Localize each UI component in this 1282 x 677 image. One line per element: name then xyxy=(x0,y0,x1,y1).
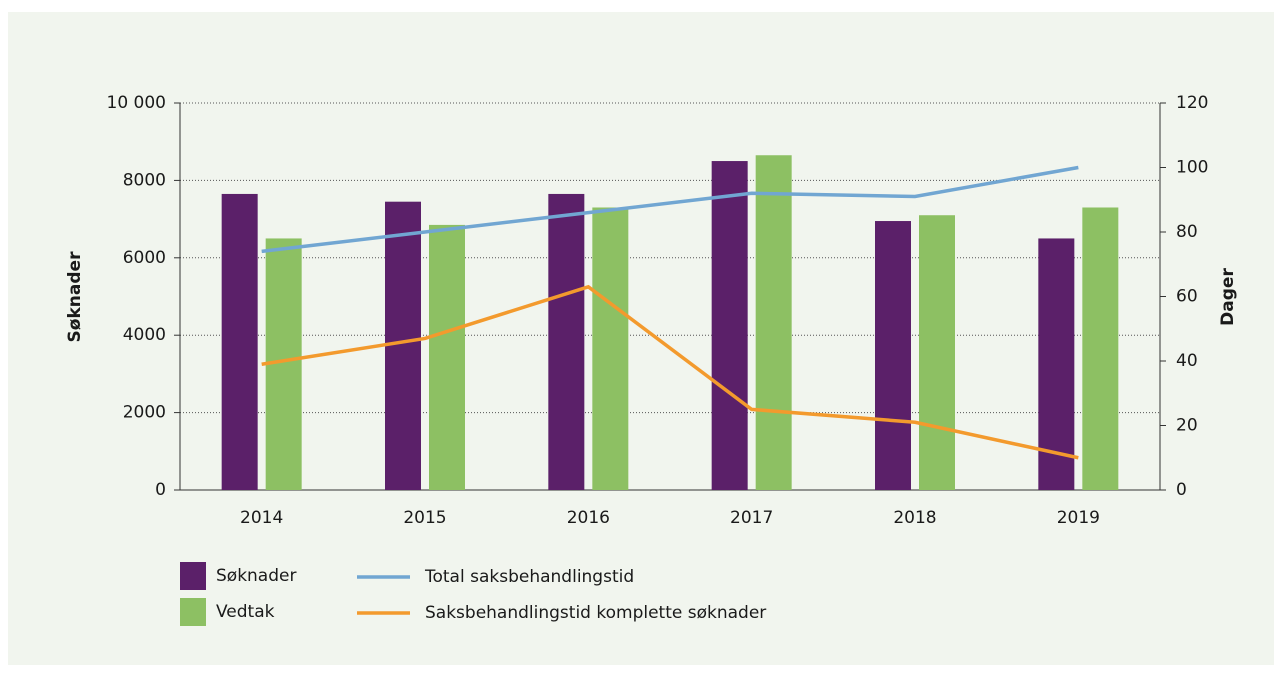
bar xyxy=(548,193,585,490)
y-tick-label: 0 xyxy=(155,480,166,500)
legend-label: Saksbehandlingstid komplette søknader xyxy=(425,603,766,623)
y2-axis-title: Dager xyxy=(1218,268,1238,326)
bar xyxy=(755,155,792,490)
legend-swatch xyxy=(180,598,206,626)
legend-label: Vedtak xyxy=(216,602,275,622)
y-tick-label: 2000 xyxy=(123,403,166,423)
y-tick-label: 4000 xyxy=(123,325,166,345)
y2-tick-label: 80 xyxy=(1176,222,1198,242)
y2-tick-label: 40 xyxy=(1176,351,1198,371)
bar xyxy=(592,207,629,491)
y2-tick-label: 60 xyxy=(1176,287,1198,307)
y2-tick-label: 100 xyxy=(1176,158,1208,178)
y-tick-label: 6000 xyxy=(123,248,166,268)
x-tick-label: 2018 xyxy=(893,508,936,528)
y-axis-title: Søknader xyxy=(65,251,85,343)
bar xyxy=(221,193,258,490)
line xyxy=(261,284,1079,460)
y-tick-label: 8000 xyxy=(123,170,166,190)
x-tick-label: 2015 xyxy=(403,508,446,528)
line xyxy=(261,165,1079,254)
y2-tick-label: 120 xyxy=(1176,93,1208,113)
bar xyxy=(385,201,421,490)
bar xyxy=(1082,207,1119,491)
bar xyxy=(919,215,955,491)
legend-label: Søknader xyxy=(216,566,296,586)
bar xyxy=(429,224,465,490)
bar xyxy=(711,161,748,491)
bar xyxy=(1038,238,1075,490)
legend-swatch xyxy=(180,562,206,590)
x-tick-label: 2019 xyxy=(1057,508,1100,528)
y2-tick-label: 20 xyxy=(1176,416,1198,436)
x-tick-label: 2017 xyxy=(730,508,773,528)
y-tick-label: 10 000 xyxy=(107,93,166,113)
x-tick-label: 2014 xyxy=(240,508,283,528)
y2-tick-label: 0 xyxy=(1176,480,1187,500)
x-tick-label: 2016 xyxy=(567,508,610,528)
legend-label: Total saksbehandlingstid xyxy=(424,567,634,587)
bar xyxy=(875,221,911,490)
